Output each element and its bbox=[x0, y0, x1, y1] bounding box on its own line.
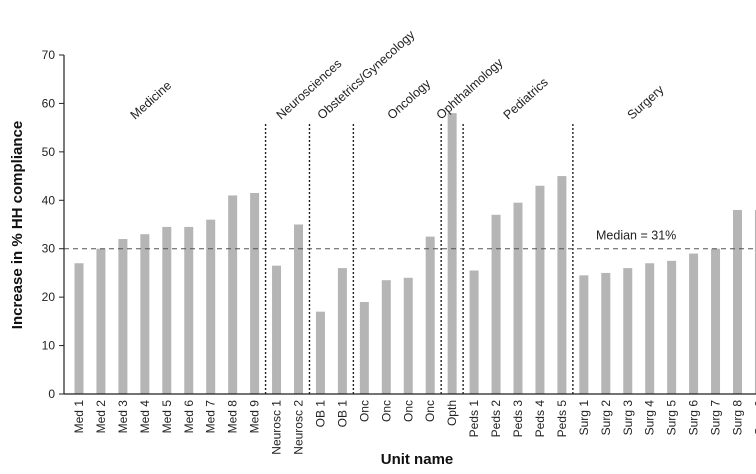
x-axis-title: Unit name bbox=[381, 451, 454, 468]
group-label: Pediatrics bbox=[501, 75, 551, 122]
x-tick-label: Surg 4 bbox=[643, 400, 657, 436]
bar bbox=[754, 209, 756, 394]
x-tick-label: Peds 1 bbox=[467, 400, 481, 438]
x-tick-label: Onc bbox=[357, 400, 371, 422]
bar bbox=[623, 268, 633, 394]
x-tick-label: Peds 2 bbox=[489, 400, 503, 438]
x-tick-label: Onc bbox=[401, 400, 415, 422]
bar bbox=[381, 280, 391, 394]
median-label: Median = 31% bbox=[596, 229, 676, 243]
bar bbox=[645, 263, 655, 394]
y-tick-label: 30 bbox=[42, 242, 56, 256]
bar bbox=[272, 265, 282, 394]
x-tick-label: Med 4 bbox=[138, 400, 152, 434]
bar bbox=[447, 113, 457, 394]
x-tick-label: Surg 1 bbox=[577, 400, 591, 436]
bar bbox=[359, 301, 369, 394]
group-labels: Medicine NeurosciencesObstetrics/Gynecolo… bbox=[128, 27, 667, 122]
bar bbox=[711, 248, 721, 394]
bar bbox=[403, 277, 413, 394]
x-tick-label: OB 1 bbox=[335, 400, 349, 428]
y-tick-label: 40 bbox=[42, 193, 56, 207]
bar bbox=[667, 260, 677, 394]
bar bbox=[140, 234, 150, 394]
x-tick-label: Surg 9 bbox=[752, 400, 756, 436]
y-axis-title: Increase in % HH compliance bbox=[9, 121, 26, 329]
bar bbox=[250, 193, 260, 394]
bar bbox=[733, 209, 742, 394]
bar bbox=[535, 185, 545, 394]
x-tick-label: Med 8 bbox=[226, 400, 240, 434]
group-separators bbox=[264, 124, 574, 394]
x-tick-labels: Med 1 Med 2 Med 3 Med 4 Med 5 Med 6 Med 7 Med 8… bbox=[72, 400, 756, 455]
bar bbox=[513, 202, 523, 394]
x-tick-label: Opth bbox=[445, 400, 459, 426]
x-tick-label: Peds 4 bbox=[533, 400, 547, 438]
x-tick-label: Onc bbox=[423, 400, 437, 422]
bar bbox=[118, 239, 128, 394]
x-tick-label: Neurosc 2 bbox=[292, 400, 306, 455]
group-label: Medicine bbox=[128, 78, 175, 122]
x-tick-label: Neurosc 1 bbox=[270, 400, 284, 455]
bar bbox=[294, 224, 303, 394]
y-tick-label: 10 bbox=[42, 339, 56, 353]
x-tick-label: Surg 7 bbox=[709, 400, 723, 436]
x-tick-label: Med 9 bbox=[248, 400, 262, 434]
bar bbox=[162, 226, 172, 394]
bar bbox=[425, 236, 435, 394]
bar bbox=[469, 270, 479, 394]
x-tick-label: Med 5 bbox=[160, 400, 174, 434]
x-tick-label: Surg 5 bbox=[665, 400, 679, 436]
bar bbox=[96, 248, 106, 394]
bar bbox=[74, 263, 84, 394]
group-label: Surgery bbox=[625, 82, 667, 122]
y-tick-label: 20 bbox=[42, 290, 56, 304]
y-tick-label: 60 bbox=[42, 96, 56, 110]
y-ticks: 0 10 20 30 40 50 60 70 bbox=[42, 48, 64, 401]
bar bbox=[557, 176, 567, 394]
y-tick-label: 0 bbox=[48, 387, 55, 401]
bar bbox=[491, 214, 501, 394]
x-tick-label: Surg 2 bbox=[599, 400, 613, 436]
x-tick-label: Med 7 bbox=[204, 400, 218, 434]
bar bbox=[601, 272, 611, 394]
x-tick-label: Med 6 bbox=[182, 400, 196, 434]
x-tick-label: Surg 3 bbox=[621, 400, 635, 436]
y-tick-label: 70 bbox=[42, 48, 56, 62]
x-tick-label: Peds 3 bbox=[511, 400, 525, 438]
x-tick-label: Peds 5 bbox=[555, 400, 569, 438]
x-tick-label: Med 1 bbox=[72, 400, 86, 434]
bar bbox=[206, 219, 216, 394]
bar bbox=[184, 226, 194, 394]
x-tick-label: Med 2 bbox=[94, 400, 108, 434]
bar bbox=[689, 253, 699, 394]
bar bbox=[337, 268, 347, 394]
group-label: Ophthalmology bbox=[434, 55, 506, 122]
x-tick-label: OB 1 bbox=[313, 400, 327, 428]
bar bbox=[579, 275, 589, 394]
x-tick-label: Onc bbox=[379, 400, 393, 422]
group-label: Oncology bbox=[385, 76, 434, 122]
x-tick-label: Surg 6 bbox=[687, 400, 701, 436]
x-tick-label: Med 3 bbox=[116, 400, 130, 434]
y-tick-label: 50 bbox=[42, 145, 56, 159]
bar bbox=[228, 195, 238, 394]
bar bbox=[315, 311, 325, 394]
bars bbox=[74, 113, 756, 394]
x-tick-label: Surg 8 bbox=[731, 400, 745, 436]
